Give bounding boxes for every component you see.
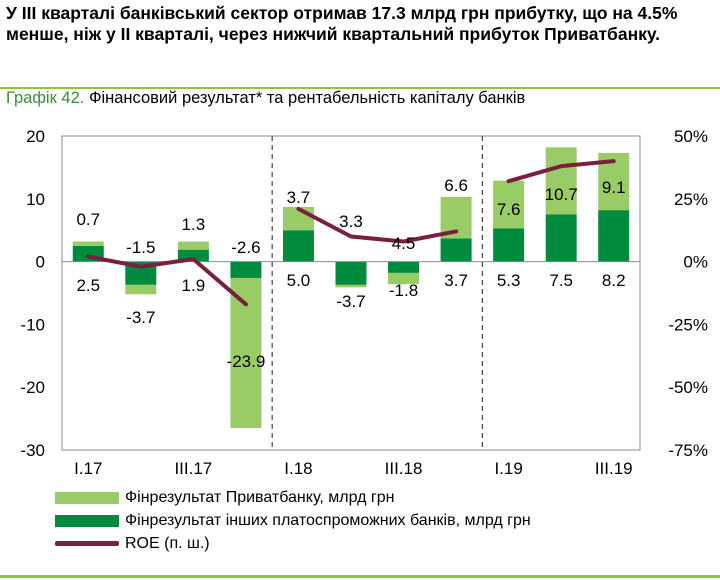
data-label-bottom: -3.7 (126, 308, 155, 327)
bar-privat (177, 241, 209, 250)
legend-item-privat: Фінрезультат Приватбанку, млрд грн (55, 486, 531, 509)
bar-privat (388, 272, 420, 285)
data-label-top: -1.5 (126, 238, 155, 257)
data-label-bottom: 5.3 (497, 271, 521, 290)
data-label-top: 0.7 (76, 210, 100, 229)
y-tick-label: -30 (20, 441, 45, 460)
data-label-top: 7.6 (497, 200, 521, 219)
bar-privat (125, 284, 157, 295)
x-tick-label: III.19 (595, 459, 633, 474)
legend-swatch-roe (55, 541, 119, 546)
data-label-top: 9.1 (602, 178, 626, 197)
roe-line (86, 254, 248, 307)
data-label-top: 10.7 (545, 185, 578, 204)
legend-swatch-others (55, 514, 119, 527)
legend: Фінрезультат Приватбанку, млрд грн Фінре… (55, 486, 531, 555)
data-label-top: 6.6 (444, 176, 468, 195)
y2-tick-label: -50% (668, 378, 708, 397)
y2-tick-label: -75% (668, 441, 708, 460)
bottom-divider (0, 575, 720, 578)
bar-others (230, 261, 262, 278)
data-label-bottom: 3.7 (444, 271, 468, 290)
data-label-bottom: 7.5 (549, 271, 573, 290)
y2-tick-label: 0% (683, 253, 708, 272)
legend-item-roe: ROE (п. ш.) (55, 532, 531, 555)
data-label-bottom: 8.2 (602, 271, 626, 290)
y-tick-label: 0 (36, 253, 45, 272)
bar-privat (335, 284, 367, 288)
legend-label-others: Фінрезультат інших платоспроможних банкі… (125, 511, 531, 529)
x-tick-label: I.17 (74, 459, 102, 474)
bar-privat (545, 147, 577, 215)
legend-swatch-privat (55, 491, 119, 504)
data-label-top: 1.3 (182, 215, 206, 234)
y-tick-label: -10 (20, 315, 45, 334)
y-tick-label: 10 (26, 190, 45, 209)
roe-line (296, 206, 459, 244)
data-label-top: 4.5 (392, 234, 416, 253)
data-label-bottom: -3.7 (336, 292, 365, 311)
data-label-bottom: -23.9 (227, 352, 266, 371)
caption-title: Фінансовий результат* та рентабельність … (88, 89, 526, 107)
roe-line (506, 159, 616, 184)
data-label-bottom: -1.8 (389, 281, 418, 300)
data-label-top: 3.3 (339, 212, 363, 231)
legend-label-roe: ROE (п. ш.) (125, 534, 210, 552)
data-label-bottom: 5.0 (287, 271, 311, 290)
x-tick-label: III.17 (174, 459, 212, 474)
bar-privat (493, 180, 525, 229)
top-divider (0, 87, 720, 89)
data-label-bottom: 1.9 (182, 276, 206, 295)
bar-others (388, 261, 420, 273)
bar-others (545, 214, 577, 262)
bar-others (177, 249, 209, 262)
chart-caption: Графік 42. Фінансовий результат* та рент… (6, 89, 525, 108)
bar-privat (72, 241, 104, 246)
bar-others (598, 210, 630, 262)
x-tick-label: III.18 (385, 459, 423, 474)
x-tick-label: I.19 (494, 459, 522, 474)
bar-others (282, 230, 314, 262)
bar-others (335, 261, 367, 285)
y2-tick-label: 25% (674, 190, 708, 209)
y-tick-label: 20 (26, 127, 45, 146)
y2-tick-label: -25% (668, 315, 708, 334)
bar-others (493, 228, 525, 262)
data-label-bottom: 2.5 (76, 276, 100, 295)
caption-number: Графік 42. (6, 89, 85, 107)
legend-label-privat: Фінрезультат Приватбанку, млрд грн (125, 488, 395, 506)
plot-frame (61, 135, 641, 451)
chart: 20 10 0 -10 -20 -30 50% 25% 0% -25% -50% -75% 0.7 2.5… (20, 127, 708, 474)
y-tick-label: -20 (20, 378, 45, 397)
y2-tick-label: 50% (674, 127, 708, 146)
data-label-top: 3.7 (287, 188, 311, 207)
data-label-top: -2.6 (231, 238, 260, 257)
bar-others (440, 238, 472, 262)
legend-item-others: Фінрезультат інших платоспроможних банкі… (55, 509, 531, 532)
headline: У ІІІ кварталі банківський сектор отрима… (6, 3, 678, 44)
x-tick-label: I.18 (284, 459, 312, 474)
